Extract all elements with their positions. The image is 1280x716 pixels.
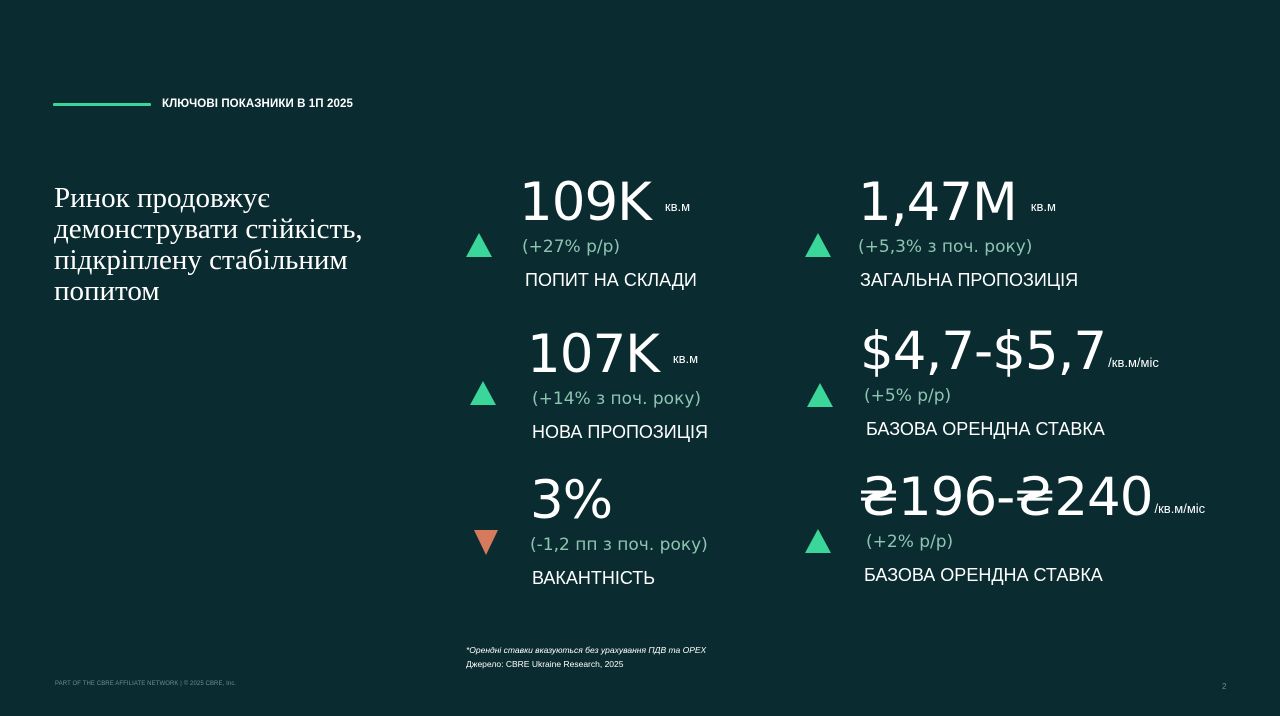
rent-note: *Орендні ставки вказуються без урахуванн… [466,645,707,655]
kpi-unit: /кв.м/міс [1154,501,1206,516]
trend-up-icon [466,233,492,257]
trend-up-icon [470,381,496,405]
footnote: *Орендні ставки вказуються без урахуванн… [466,643,706,671]
header-accent-line [53,103,151,106]
kpi-label: ПОПИТ НА СКЛАДИ [525,270,697,290]
kpi-vacancy: 3% (-1,2 пп з поч. року) ВАКАНТНІСТЬ [530,474,708,589]
kpi-label: БАЗОВА ОРЕНДНА СТАВКА [864,565,1103,585]
kpi-label: ВАКАНТНІСТЬ [532,568,656,588]
kpi-value: 109K [519,172,652,233]
footer-copyright: PART OF THE CBRE AFFILIATE NETWORK | © 2… [55,681,237,687]
kpi-value: 107K [527,324,660,385]
kpi-value: 3% [530,470,613,531]
kpi-total-supply: 1,47M кв.м (+5,3% з поч. року) ЗАГАЛЬНА П… [858,176,1078,291]
trend-down-icon [474,530,498,555]
kpi-value: $4,7-$5,7 [860,321,1107,382]
kpi-change: (+14% з поч. року) [532,389,702,409]
section-title: КЛЮЧОВІ ПОКАЗНИКИ В 1П 2025 [162,98,353,110]
kpi-value: ₴196-₴240 [858,467,1153,528]
kpi-label: ЗАГАЛЬНА ПРОПОЗИЦІЯ [860,270,1079,290]
page-number: 2 [1222,682,1227,691]
trend-up-icon [805,233,831,257]
kpi-change: (+5% р/р) [864,386,952,406]
trend-up-icon [807,383,833,407]
trend-up-icon [805,529,831,553]
kpi-unit: кв.м [672,351,699,366]
kpi-unit: /кв.м/міс [1108,355,1159,370]
kpi-base-rent-usd: $4,7-$5,7/кв.м/міс (+5% р/р) БАЗОВА ОРЕН… [860,325,1159,440]
headline: Ринок продовжує демонструвати стійкість,… [54,182,363,307]
kpi-label: НОВА ПРОПОЗИЦІЯ [532,422,709,442]
kpi-value: 1,47M [858,172,1018,233]
source-note: Джерело: CBRE Ukraine Research, 2025 [466,659,624,669]
kpi-change: (+27% р/р) [522,237,621,257]
kpi-change: (-1,2 пп з поч. року) [530,535,708,555]
kpi-unit: кв.м [664,199,691,214]
kpi-base-rent-uah: ₴196-₴240/кв.м/міс (+2% р/р) БАЗОВА ОРЕН… [858,471,1205,586]
kpi-change: (+5,3% з поч. року) [858,237,1033,257]
kpi-unit: кв.м [1030,199,1056,214]
kpi-warehouse-demand: 109K кв.м (+27% р/р) ПОПИТ НА СКЛАДИ [519,176,697,291]
kpi-new-supply: 107K кв.м (+14% з поч. року) НОВА ПРОПОЗИ… [527,328,708,443]
kpi-change: (+2% р/р) [866,532,954,552]
kpi-label: БАЗОВА ОРЕНДНА СТАВКА [866,419,1105,439]
